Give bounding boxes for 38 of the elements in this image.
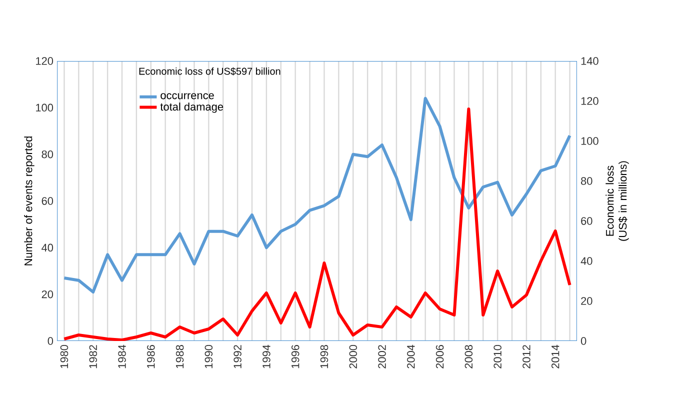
y2-tick-label: 60 — [581, 217, 592, 225]
y2-axis-title: Economic loss (US$ in millions) — [606, 161, 629, 241]
x-tick-label: 2014 — [551, 344, 560, 368]
legend-label: total damage — [160, 102, 224, 113]
y2-tick-label: 120 — [581, 97, 598, 105]
y2-tick-label: 0 — [580, 337, 586, 345]
x-tick-label: 1986 — [147, 345, 155, 368]
x-tick-label: 2010 — [494, 344, 502, 368]
annotation: Economic loss of US$597 billion — [139, 67, 280, 76]
y2-tick-label: 20 — [581, 297, 592, 305]
x-tick-label: 1992 — [234, 345, 242, 368]
y2-tick-label: 100 — [581, 137, 598, 145]
x-tick-label: 2006 — [436, 345, 444, 368]
y-tick-label: 120 — [36, 57, 54, 65]
y-tick-label: 100 — [36, 104, 54, 112]
x-tick-label: 1988 — [176, 345, 184, 368]
x-tick-label: 2002 — [378, 345, 386, 368]
x-tick-label: 1984 — [118, 344, 126, 368]
y-tick-label: 80 — [42, 150, 54, 158]
x-tick-label: 2012 — [522, 345, 530, 368]
x-tick-label: 1982 — [89, 345, 97, 368]
x-tick-label: 1990 — [204, 344, 213, 368]
y-tick-label: 60 — [42, 197, 54, 205]
x-tick-label: 2008 — [464, 345, 473, 368]
y-tick-label: 20 — [42, 290, 54, 298]
x-tick-label: 1996 — [291, 345, 300, 368]
x-tick-label: 2000 — [349, 344, 357, 368]
x-tick-label: 1980 — [60, 344, 68, 368]
y-axis-title: Number of events reported — [24, 136, 34, 266]
y-tick-label: 40 — [42, 244, 54, 252]
legend-label: occurrence — [160, 93, 214, 100]
x-tick-label: 1998 — [320, 345, 328, 368]
x-tick-label: 1994 — [262, 344, 270, 368]
y-tick-label: 0 — [48, 337, 54, 345]
x-tick-label: 2004 — [407, 344, 415, 368]
y2-tick-label: 80 — [581, 177, 592, 185]
y2-tick-label: 40 — [580, 257, 592, 265]
y2-tick-label: 140 — [581, 57, 598, 65]
